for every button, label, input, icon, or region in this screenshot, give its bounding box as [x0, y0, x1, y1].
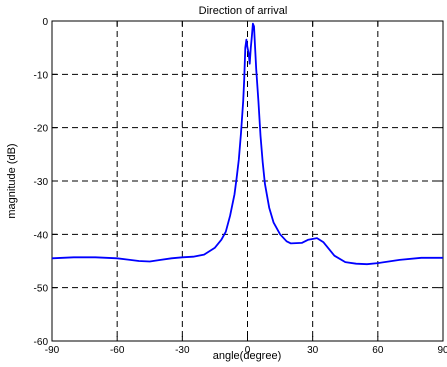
chart-title: Direction of arrival [199, 5, 288, 17]
series-line [51, 22, 443, 266]
tick-labels: -90 -60 -30 0 30 60 900-10-20-30-40-50-60 [34, 17, 447, 356]
x-tick-label: -60 [110, 345, 125, 356]
x-tick-label: 90 [437, 345, 447, 356]
y-tick-label: 0 [42, 17, 48, 28]
y-tick-label: -40 [34, 230, 49, 241]
x-tick-label: 30 [307, 345, 319, 356]
x-tick-label: 60 [372, 345, 384, 356]
y-tick-label: -60 [34, 337, 49, 348]
x-tick-label: -90 [45, 345, 60, 356]
grid-lines [52, 21, 443, 341]
x-axis-label: angle(degree) [213, 350, 282, 362]
y-tick-label: -50 [34, 284, 49, 295]
y-tick-label: -10 [34, 70, 49, 81]
y-axis-label: magnitude (dB) [6, 143, 18, 218]
x-tick-label: 0 [245, 345, 251, 356]
axis-ticks [51, 20, 444, 342]
x-tick-label: -30 [175, 345, 190, 356]
y-tick-label: -20 [34, 124, 49, 135]
y-tick-label: -30 [34, 177, 49, 188]
